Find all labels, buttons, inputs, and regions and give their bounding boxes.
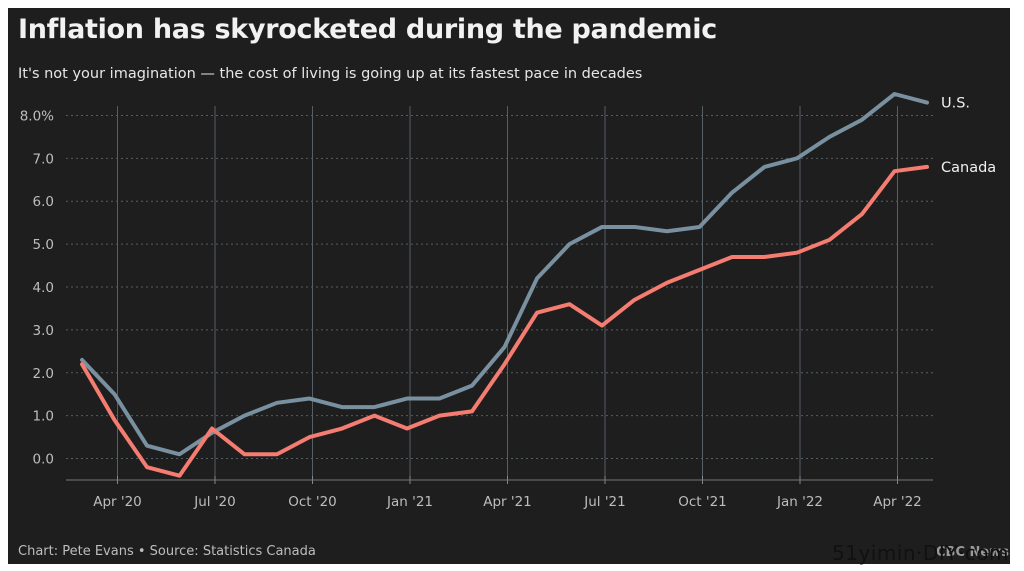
y-tick-label: 8.0%: [20, 108, 54, 124]
x-tick-label: Jul '20: [193, 494, 235, 510]
axes: [66, 476, 933, 484]
x-tick-label: Apr '22: [873, 494, 922, 510]
y-tick-label: 5.0: [33, 237, 54, 253]
chart-card: Inflation has skyrocketed during the pan…: [8, 8, 1010, 564]
line-chart: 8.0% 7.0 6.0 5.0 4.0 3.0 2.0 1.0 0.0 Apr '20 Jul …: [20, 92, 996, 510]
series-label-us: U.S.: [941, 96, 970, 112]
series-label-canada: Canada: [941, 160, 996, 176]
x-tick-label: Oct '21: [678, 494, 727, 510]
y-tick-label: 2.0: [33, 366, 54, 382]
chart-subtitle: It's not your imagination — the cost of …: [18, 66, 643, 82]
x-gridlines: Apr '20 Jul '20 Oct '20 Jan '21 Apr '21 Jul '…: [93, 106, 922, 510]
chart-title: Inflation has skyrocketed during the pan…: [18, 14, 717, 45]
x-tick-label: Apr '20: [93, 494, 142, 510]
y-tick-label: 6.0: [33, 194, 54, 210]
series-line-canada: [80, 164, 929, 478]
y-tick-label: 7.0: [33, 151, 54, 167]
y-tick-label: 0.0: [33, 452, 54, 468]
y-tick-label: 1.0: [33, 409, 54, 425]
y-tick-label: 3.0: [33, 323, 54, 339]
x-tick-label: Jul '21: [583, 494, 625, 510]
x-tick-label: Jan '22: [776, 494, 823, 510]
series-line-us: [80, 92, 929, 457]
series-labels: U.S. Canada: [941, 96, 996, 176]
chart-credit: Chart: Pete Evans • Source: Statistics C…: [18, 544, 316, 559]
y-gridlines: 8.0% 7.0 6.0 5.0 4.0 3.0 2.0 1.0 0.0: [20, 108, 933, 468]
series-lines: [80, 92, 929, 478]
x-tick-label: Apr '21: [483, 494, 532, 510]
x-tick-label: Jan '21: [386, 494, 433, 510]
watermark: 51yimin·DIY·com: [832, 541, 1010, 565]
x-tick-label: Oct '20: [288, 494, 337, 510]
brand-logo: CBC News: [936, 545, 1009, 560]
y-tick-label: 4.0: [33, 280, 54, 296]
